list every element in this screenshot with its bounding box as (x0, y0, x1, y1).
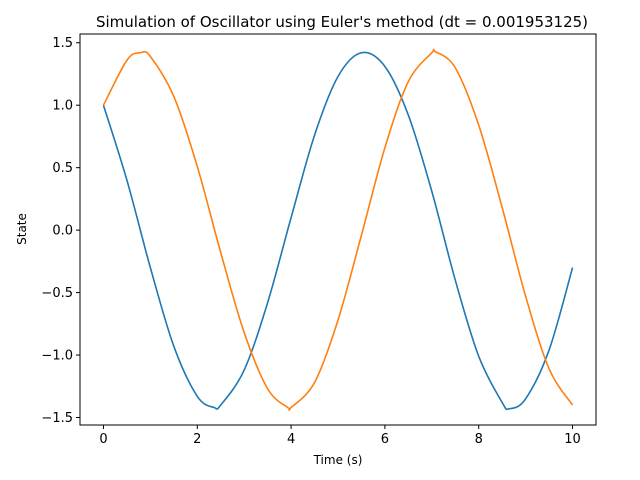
chart-title: Simulation of Oscillator using Euler's m… (96, 13, 588, 31)
y-tick-label: −0.5 (41, 286, 73, 301)
y-tick-label: 1.5 (52, 36, 73, 51)
x-tick-label: 8 (475, 432, 483, 447)
y-tick-label: 0.0 (52, 224, 73, 239)
series-line-1 (102, 51, 574, 411)
x-tick-label: 0 (99, 432, 107, 447)
x-axis: 0 2 4 6 8 10 (99, 425, 581, 447)
x-tick-label: 2 (193, 432, 201, 447)
y-tick-label: 0.5 (52, 161, 73, 176)
y-axis-label: State (15, 213, 29, 245)
series-line-2 (102, 48, 574, 412)
y-tick-label: −1.5 (41, 411, 73, 426)
x-tick-label: 10 (564, 432, 581, 447)
y-tick-label: −1.0 (41, 349, 73, 364)
y-axis: −1.5 −1.0 −0.5 0.0 0.5 1.0 1.5 (41, 36, 80, 426)
x-tick-label: 4 (287, 432, 295, 447)
plot-area (102, 48, 574, 412)
y-tick-label: 1.0 (52, 99, 73, 114)
x-tick-label: 6 (381, 432, 389, 447)
axes-frame (79, 33, 597, 426)
x-axis-label: Time (s) (313, 453, 363, 467)
